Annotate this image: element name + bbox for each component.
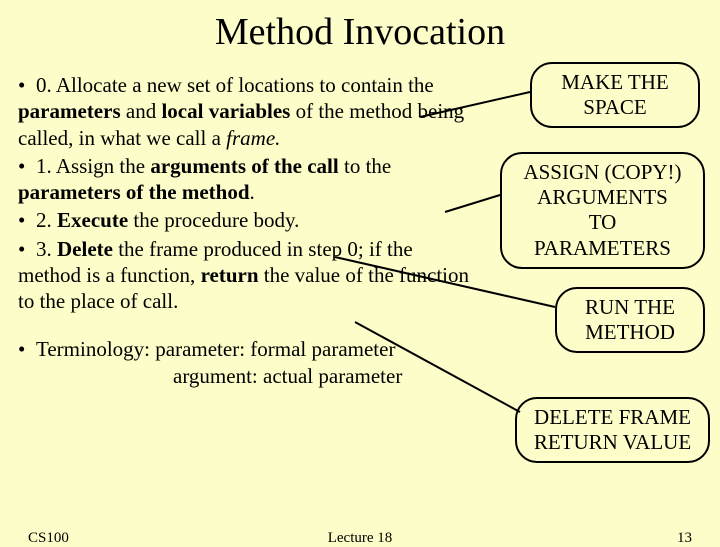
content-area: •0. Allocate a new set of locations to c… (0, 62, 720, 542)
c4-l1: DELETE FRAME (534, 405, 691, 429)
c4-l2: RETURN VALUE (534, 430, 691, 454)
bullet-0: •0. Allocate a new set of locations to c… (18, 72, 478, 151)
b0-and: and (121, 99, 162, 123)
b0-frame: frame. (226, 126, 280, 150)
b1-args: arguments of the call (150, 154, 338, 178)
term-line1: Terminology: parameter: formal parameter (36, 337, 395, 361)
c2-l4: PARAMETERS (534, 236, 671, 260)
b2-post: the procedure body. (128, 208, 299, 232)
c2-l2: ARGUMENTS (537, 185, 668, 209)
c3-l2: METHOD (585, 320, 675, 344)
footer-right: 13 (677, 530, 692, 547)
term-line2: argument: actual parameter (173, 364, 402, 388)
b3-del: Delete (57, 237, 113, 261)
c1-l2: SPACE (583, 95, 646, 119)
b3-ret: return (201, 263, 259, 287)
footer-left: CS100 (28, 530, 69, 547)
callout-delete: DELETE FRAME RETURN VALUE (515, 397, 710, 463)
b2-exec: Execute (57, 208, 128, 232)
callout-assign: ASSIGN (COPY!) ARGUMENTS TO PARAMETERS (500, 152, 705, 269)
b1-params: parameters of the method (18, 180, 250, 204)
b2-pre: 2. (36, 208, 57, 232)
bullet-3: •3. Delete the frame produced in step 0;… (18, 236, 478, 315)
c2-l3: TO (589, 210, 617, 234)
b3-pre: 3. (36, 237, 57, 261)
c1-l1: MAKE THE (561, 70, 669, 94)
b1-mid: to the (339, 154, 392, 178)
c2-l1: ASSIGN (COPY!) (523, 160, 681, 184)
b0-local: local variables (161, 99, 290, 123)
footer-center: Lecture 18 (328, 530, 393, 547)
c3-l1: RUN THE (585, 295, 675, 319)
b1-pre: 1. Assign the (36, 154, 150, 178)
bullet-1: •1. Assign the arguments of the call to … (18, 153, 478, 206)
b0-param: parameters (18, 99, 121, 123)
terminology: •Terminology: parameter: formal paramete… (18, 336, 478, 389)
b0-text: 0. Allocate a new set of locations to co… (36, 73, 434, 97)
callout-make-space: MAKE THE SPACE (530, 62, 700, 128)
b1-post: . (250, 180, 255, 204)
page-title: Method Invocation (0, 0, 720, 62)
callout-run: RUN THE METHOD (555, 287, 705, 353)
bullet-list: •0. Allocate a new set of locations to c… (18, 72, 478, 391)
bullet-2: •2. Execute the procedure body. (18, 207, 478, 233)
